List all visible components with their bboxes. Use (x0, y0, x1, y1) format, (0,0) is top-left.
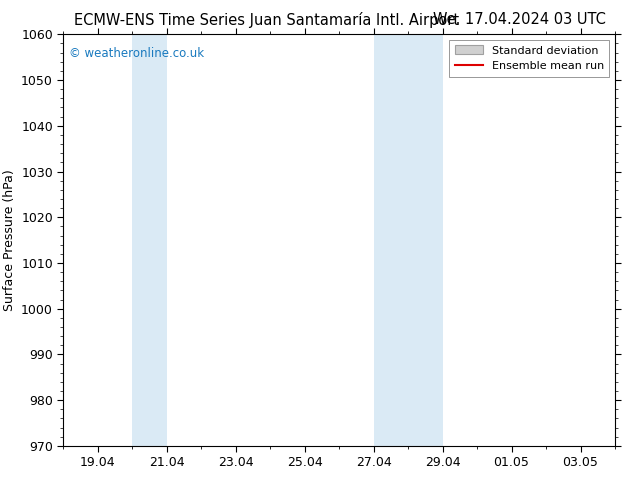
Y-axis label: Surface Pressure (hPa): Surface Pressure (hPa) (3, 169, 16, 311)
Text: We. 17.04.2024 03 UTC: We. 17.04.2024 03 UTC (434, 12, 606, 27)
Bar (133, 34, 167, 446)
Text: © weatheronline.co.uk: © weatheronline.co.uk (69, 47, 204, 60)
Text: ECMW-ENS Time Series Juan Santamaría Intl. Airport: ECMW-ENS Time Series Juan Santamaría Int… (74, 12, 459, 28)
Bar (373, 34, 443, 446)
Legend: Standard deviation, Ensemble mean run: Standard deviation, Ensemble mean run (450, 40, 609, 77)
